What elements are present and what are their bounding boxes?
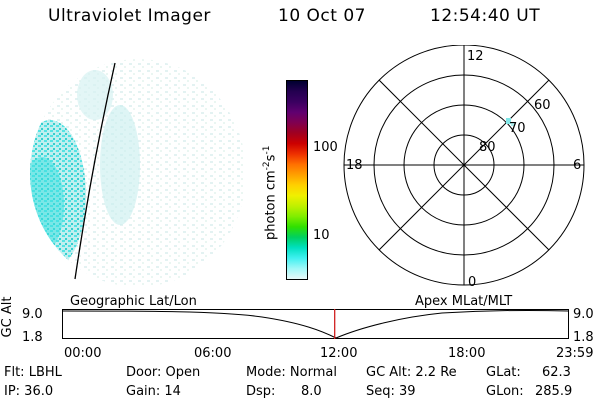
altitude-curve	[62, 309, 569, 339]
polar-data-pixel	[506, 118, 511, 124]
lat-label-60: 60	[534, 98, 551, 113]
door-label: Door: Open	[126, 365, 201, 380]
uv-geographic-image	[30, 59, 246, 287]
seq-label: Seq: 39	[366, 384, 416, 399]
glat-value: 62.3	[542, 365, 571, 380]
mode-label: Mode: Normal	[246, 365, 337, 380]
mlt-label-0: 0	[468, 275, 476, 290]
colorbar-tick-100: 100	[313, 140, 338, 155]
lat-label-70: 70	[509, 121, 526, 136]
timeline-ybottom-right: 1.8	[573, 330, 594, 345]
timeline-ytop-left: 9.0	[22, 307, 43, 322]
altitude-timeline	[62, 309, 569, 339]
date-label: 10 Oct 07	[278, 6, 366, 26]
time-tick-0600: 06:00	[194, 346, 232, 361]
dsp-label: Dsp:	[246, 384, 276, 399]
mlt-label-18: 18	[346, 158, 363, 173]
dsp-value: 8.0	[301, 384, 322, 399]
glat-label: GLat:	[486, 365, 521, 380]
time-tick-1200: 12:00	[320, 346, 358, 361]
glon-label: GLon:	[486, 384, 524, 399]
time-tick-2359: 23:59	[556, 346, 594, 361]
lat-label-80: 80	[479, 140, 496, 155]
gain-label: Gain: 14	[126, 384, 181, 399]
timeline-ylabel: GC Alt	[0, 296, 15, 338]
colorbar-tick-10: 10	[313, 228, 330, 243]
mlt-label-6: 6	[573, 158, 581, 173]
time-tick-0000: 00:00	[64, 346, 102, 361]
instrument-title: Ultraviolet Imager	[48, 6, 211, 26]
colorbar-unit-label: photon cm-2s-1	[262, 145, 279, 240]
time-label: 12:54:40 UT	[430, 6, 541, 26]
terminator-line	[74, 62, 116, 280]
polar-data-pixel	[511, 122, 515, 126]
mlt-label-12: 12	[467, 49, 484, 64]
timeline-ytop-right: 9.0	[573, 307, 594, 322]
timeline-ybottom-left: 1.8	[22, 330, 43, 345]
polar-diagonal-2	[378, 79, 550, 251]
ip-label: IP: 36.0	[4, 384, 54, 399]
filter-label: Flt: LBHL	[4, 365, 62, 380]
timeline-left-title: Geographic Lat/Lon	[70, 294, 197, 309]
glon-value: 285.9	[535, 384, 573, 399]
time-tick-1800: 18:00	[448, 346, 486, 361]
timeline-frame	[62, 309, 569, 339]
gc-alt-label: GC Alt: 2.2 Re	[366, 365, 457, 380]
color-scale-bar	[286, 80, 308, 280]
polar-mlt-plot: 12 18 6 0 80 70 60	[343, 45, 585, 290]
timeline-right-title: Apex MLat/MLT	[415, 294, 513, 309]
